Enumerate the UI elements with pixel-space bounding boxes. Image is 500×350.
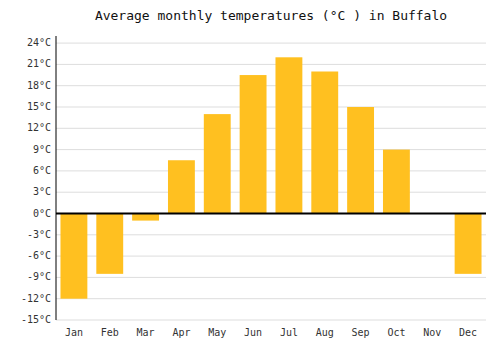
- x-tick-label: Apr: [172, 327, 190, 338]
- y-tick-label: 12°C: [27, 122, 51, 133]
- x-tick-label: May: [208, 327, 226, 338]
- zero-line: [56, 213, 486, 215]
- y-tick-label: -6°C: [27, 250, 51, 261]
- y-tick-label: 3°C: [33, 186, 51, 197]
- y-ticks: -15°C -12°C -9°C -6°C -3°C 0°C 3°C 6°C 9°C 12°C 15…: [21, 37, 51, 325]
- grid-line: [56, 192, 486, 193]
- bar: [311, 72, 338, 214]
- grid-line: [56, 213, 486, 214]
- bar: [204, 114, 231, 213]
- x-tick-label: Mar: [137, 327, 155, 338]
- y-tick-label: -15°C: [21, 314, 51, 325]
- bars: [60, 57, 481, 298]
- grid-line: [56, 149, 486, 150]
- grid: [56, 43, 486, 320]
- bar: [383, 150, 410, 214]
- x-tick-label: Feb: [101, 327, 119, 338]
- grid-line: [56, 170, 486, 171]
- grid-line: [56, 85, 486, 86]
- y-tick-label: 0°C: [33, 208, 51, 219]
- x-tick-label: Oct: [387, 327, 405, 338]
- bar: [455, 214, 482, 274]
- y-tick-label: 24°C: [27, 37, 51, 48]
- y-tick-label: 21°C: [27, 58, 51, 69]
- bar: [240, 75, 267, 213]
- bar: [60, 214, 87, 299]
- x-ticks: Jan Feb Mar Apr May Jun Jul Aug Sep Oct Nov Dec: [65, 327, 477, 338]
- x-tick-label: Jan: [65, 327, 83, 338]
- x-tick-label: Sep: [352, 327, 370, 338]
- y-tick-label: -3°C: [27, 229, 51, 240]
- x-tick-label: Aug: [316, 327, 334, 338]
- bar: [168, 160, 195, 213]
- y-tick-label: -12°C: [21, 293, 51, 304]
- y-tick-label: 6°C: [33, 165, 51, 176]
- x-tick-label: Jul: [280, 327, 298, 338]
- title: Average monthly temperatures (°C ) in Bu…: [95, 8, 447, 23]
- bar: [96, 214, 123, 274]
- x-tick-label: Nov: [423, 327, 441, 338]
- grid-line: [56, 298, 486, 299]
- y-tick-label: 18°C: [27, 80, 51, 91]
- grid-line: [56, 43, 486, 44]
- x-tick-label: Jun: [244, 327, 262, 338]
- grid-line: [56, 107, 486, 108]
- chart-container: -15°C -12°C -9°C -6°C -3°C 0°C 3°C 6°C 9°C 12°C 15…: [0, 0, 500, 350]
- bar: [347, 107, 374, 214]
- y-tick-label: 9°C: [33, 144, 51, 155]
- bar: [275, 57, 302, 213]
- grid-line: [56, 320, 486, 321]
- grid-line: [56, 64, 486, 65]
- y-tick-label: 15°C: [27, 101, 51, 112]
- y-tick-label: -9°C: [27, 271, 51, 282]
- y-axis-line: [56, 36, 57, 320]
- grid-line: [56, 277, 486, 278]
- chart: -15°C -12°C -9°C -6°C -3°C 0°C 3°C 6°C 9°C 12°C 15…: [0, 0, 500, 350]
- bar: [132, 214, 159, 221]
- grid-line: [56, 128, 486, 129]
- x-tick-label: Dec: [459, 327, 477, 338]
